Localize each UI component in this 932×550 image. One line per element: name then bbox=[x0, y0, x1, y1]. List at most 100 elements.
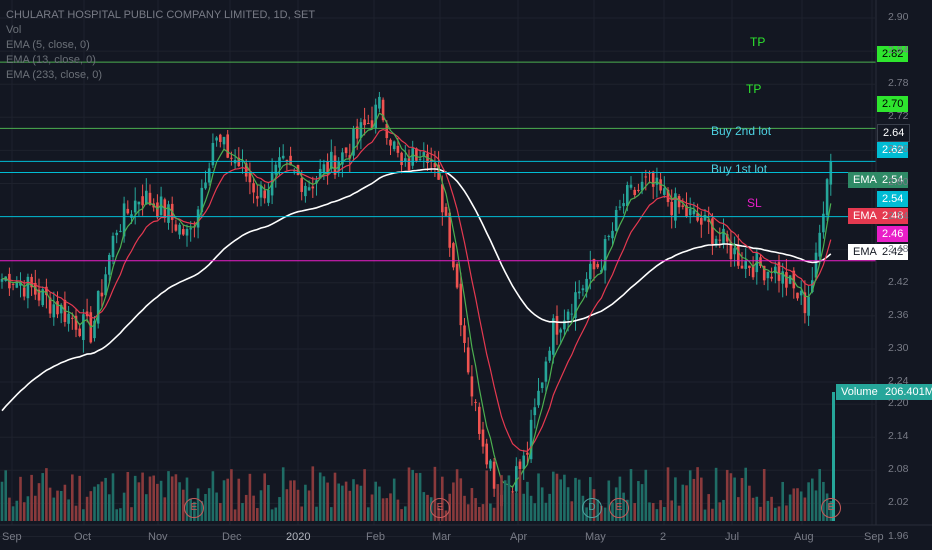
volume-bar bbox=[211, 471, 215, 521]
candle-body bbox=[167, 204, 170, 223]
volume-bar bbox=[529, 495, 533, 521]
volume-bar bbox=[751, 497, 755, 521]
volume-bar bbox=[703, 509, 707, 521]
candle-body bbox=[677, 196, 681, 208]
candle-body bbox=[592, 259, 596, 270]
x-tick-label: Dec bbox=[222, 531, 242, 543]
candle-body bbox=[799, 290, 803, 296]
candle-body bbox=[770, 276, 773, 279]
volume-bar bbox=[108, 494, 111, 521]
volume-bar bbox=[300, 506, 303, 521]
candle-body bbox=[359, 122, 363, 138]
volume-bar bbox=[663, 507, 666, 521]
volume-bar bbox=[792, 488, 796, 521]
x-tick-label: 2 bbox=[660, 531, 667, 543]
candle-body bbox=[100, 292, 104, 297]
candle-body bbox=[355, 126, 359, 139]
tp-annotation-2[interactable]: TP bbox=[746, 82, 762, 96]
volume-bar bbox=[248, 473, 252, 521]
volume-bar bbox=[71, 474, 74, 521]
volume-bar bbox=[82, 509, 85, 521]
earnings-event-icon[interactable]: E bbox=[184, 498, 204, 518]
candle-body bbox=[56, 301, 59, 315]
dividend-event-icon[interactable]: D bbox=[582, 498, 602, 518]
volume-bar bbox=[426, 494, 429, 521]
legend-vol[interactable]: Vol bbox=[6, 24, 22, 36]
candle-body bbox=[533, 407, 537, 416]
sl-annotation[interactable]: SL bbox=[747, 196, 762, 210]
volume-bar bbox=[178, 482, 181, 521]
volume-bar bbox=[89, 491, 93, 521]
candle-body bbox=[774, 266, 777, 274]
candle-body bbox=[470, 376, 474, 397]
candle-body bbox=[577, 291, 581, 294]
volume-bar bbox=[34, 495, 37, 521]
legend-ema5[interactable]: EMA (5, close, 0) bbox=[6, 39, 90, 51]
volume-bar bbox=[803, 497, 807, 521]
volume-bar bbox=[737, 497, 740, 521]
earnings-event-icon[interactable]: E bbox=[430, 498, 450, 518]
volume-bar bbox=[696, 467, 699, 521]
candle-body bbox=[611, 230, 614, 239]
candle-body bbox=[762, 265, 766, 281]
volume-bar bbox=[814, 490, 818, 521]
candle-body bbox=[300, 178, 303, 192]
candle-body bbox=[485, 443, 488, 465]
candle-body bbox=[796, 292, 799, 299]
candle-body bbox=[259, 185, 263, 198]
candle-body bbox=[226, 134, 229, 158]
candle-body bbox=[692, 210, 696, 215]
earnings-event-icon[interactable]: E bbox=[609, 498, 629, 518]
candle-body bbox=[574, 292, 577, 319]
volume-bar bbox=[233, 509, 237, 521]
volume-bar bbox=[244, 494, 248, 521]
symbol-title[interactable]: CHULARAT HOSPITAL PUBLIC COMPANY LIMITED… bbox=[6, 9, 316, 21]
volume-bar bbox=[148, 476, 152, 521]
candle-body bbox=[818, 232, 821, 257]
buy-1st-lot-annotation[interactable]: Buy 1st lot bbox=[711, 162, 768, 176]
volume-bar bbox=[544, 502, 548, 521]
legend-ema233[interactable]: EMA (233, close, 0) bbox=[6, 69, 102, 81]
volume-bar bbox=[455, 469, 459, 521]
volume-bar bbox=[748, 485, 751, 521]
candle-body bbox=[566, 311, 570, 320]
volume-bar bbox=[692, 478, 696, 521]
candle-body bbox=[74, 315, 78, 330]
volume-bar bbox=[659, 500, 662, 521]
earnings-event-icon[interactable]: E bbox=[821, 498, 841, 518]
candle-body bbox=[145, 190, 148, 205]
candle-body bbox=[548, 350, 551, 361]
buy-2nd-lot-annotation[interactable]: Buy 2nd lot bbox=[711, 124, 772, 138]
volume-bar bbox=[533, 503, 537, 521]
candle-body bbox=[374, 104, 377, 129]
ema233-line bbox=[1, 168, 832, 412]
volume-bar bbox=[359, 485, 363, 521]
candle-body bbox=[352, 128, 355, 156]
candle-body bbox=[315, 180, 318, 184]
candle-body bbox=[455, 264, 459, 288]
candle-body bbox=[263, 190, 266, 199]
candle-body bbox=[803, 292, 807, 314]
volume-bar bbox=[119, 508, 122, 521]
candle-body bbox=[311, 186, 315, 189]
volume-bar bbox=[629, 469, 633, 521]
volume-bar bbox=[219, 503, 222, 521]
candle-body bbox=[729, 241, 733, 260]
candle-body bbox=[222, 136, 226, 145]
volume-bar bbox=[478, 506, 481, 521]
volume-bar bbox=[274, 507, 278, 521]
volume-bar bbox=[370, 494, 374, 521]
volume-bar bbox=[26, 496, 30, 521]
x-tick-label: Nov bbox=[148, 531, 168, 543]
tp-annotation-1[interactable]: TP bbox=[750, 35, 766, 49]
y-tick-label: 2.02 bbox=[888, 496, 909, 509]
buy2b-price-tag: 2.62 bbox=[877, 142, 909, 158]
legend-ema13[interactable]: EMA (13, close, 0) bbox=[6, 54, 96, 66]
x-tick-label: Aug bbox=[794, 531, 814, 543]
candle-body bbox=[370, 120, 374, 129]
volume-bar bbox=[0, 481, 4, 521]
candle-body bbox=[792, 270, 796, 289]
volume-bar bbox=[252, 495, 255, 521]
candle-body bbox=[478, 406, 481, 434]
